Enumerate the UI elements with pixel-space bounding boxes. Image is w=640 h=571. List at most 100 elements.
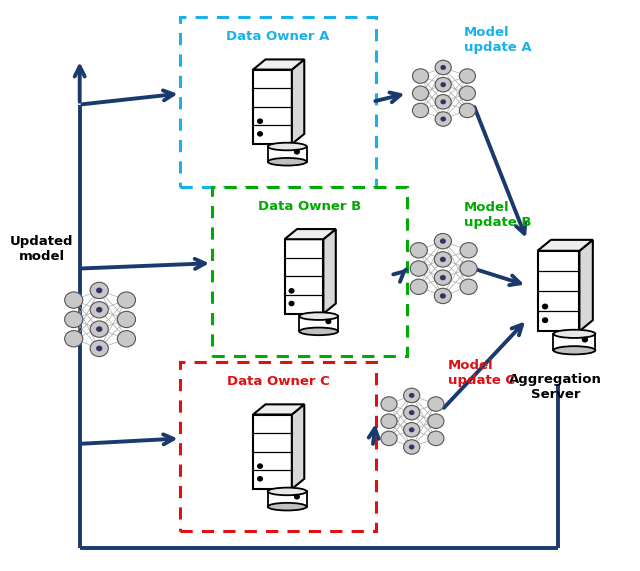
Circle shape xyxy=(117,331,136,347)
Polygon shape xyxy=(253,415,292,489)
Circle shape xyxy=(409,444,415,449)
Circle shape xyxy=(543,318,548,323)
Circle shape xyxy=(460,86,476,100)
Circle shape xyxy=(435,234,451,249)
Circle shape xyxy=(460,279,477,295)
Circle shape xyxy=(90,282,108,299)
Ellipse shape xyxy=(268,488,307,495)
Circle shape xyxy=(409,393,415,398)
FancyBboxPatch shape xyxy=(212,187,407,356)
Circle shape xyxy=(435,252,451,267)
Circle shape xyxy=(412,103,429,118)
Circle shape xyxy=(289,289,294,293)
FancyBboxPatch shape xyxy=(180,17,376,187)
Circle shape xyxy=(440,65,446,70)
Circle shape xyxy=(435,78,451,92)
Circle shape xyxy=(96,288,102,293)
Circle shape xyxy=(410,279,428,295)
Circle shape xyxy=(404,423,420,437)
Circle shape xyxy=(428,397,444,411)
Circle shape xyxy=(96,307,102,312)
Circle shape xyxy=(428,431,444,445)
Text: Data Owner A: Data Owner A xyxy=(227,30,330,43)
Text: Aggregation
Server: Aggregation Server xyxy=(509,373,602,401)
Circle shape xyxy=(258,477,262,481)
Circle shape xyxy=(440,116,446,122)
Polygon shape xyxy=(292,404,304,489)
Circle shape xyxy=(90,340,108,356)
Circle shape xyxy=(258,464,262,468)
Polygon shape xyxy=(292,59,304,144)
FancyBboxPatch shape xyxy=(180,362,376,532)
Polygon shape xyxy=(253,404,304,415)
Circle shape xyxy=(65,292,83,308)
Ellipse shape xyxy=(554,329,595,338)
Circle shape xyxy=(460,69,476,83)
Ellipse shape xyxy=(268,158,307,166)
Circle shape xyxy=(289,301,294,305)
Text: Model
update A: Model update A xyxy=(464,26,532,54)
Circle shape xyxy=(409,410,415,415)
Text: Model
update C: Model update C xyxy=(448,359,515,387)
Circle shape xyxy=(543,304,548,309)
Ellipse shape xyxy=(300,312,338,320)
Circle shape xyxy=(90,321,108,337)
Circle shape xyxy=(381,431,397,445)
Circle shape xyxy=(412,86,429,100)
Polygon shape xyxy=(579,240,593,331)
Circle shape xyxy=(96,326,102,332)
Circle shape xyxy=(582,337,588,342)
Circle shape xyxy=(294,494,300,499)
Circle shape xyxy=(381,397,397,411)
Circle shape xyxy=(440,293,446,299)
Text: Data Owner B: Data Owner B xyxy=(258,199,361,212)
Circle shape xyxy=(409,427,415,432)
Circle shape xyxy=(117,292,136,308)
Circle shape xyxy=(404,388,420,403)
Circle shape xyxy=(258,132,262,136)
Circle shape xyxy=(440,257,446,262)
Text: Data Owner C: Data Owner C xyxy=(227,375,330,388)
Polygon shape xyxy=(285,239,323,313)
Circle shape xyxy=(96,345,102,351)
Circle shape xyxy=(435,288,451,304)
Circle shape xyxy=(435,112,451,126)
Circle shape xyxy=(440,275,446,280)
Polygon shape xyxy=(554,334,595,350)
Polygon shape xyxy=(323,229,336,313)
Circle shape xyxy=(381,414,397,428)
Ellipse shape xyxy=(300,328,338,335)
Ellipse shape xyxy=(554,346,595,355)
Text: Model
update B: Model update B xyxy=(464,201,531,229)
Circle shape xyxy=(460,261,477,276)
Circle shape xyxy=(440,239,446,244)
Polygon shape xyxy=(285,229,336,239)
Circle shape xyxy=(460,103,476,118)
Polygon shape xyxy=(268,147,307,162)
Ellipse shape xyxy=(268,503,307,510)
Polygon shape xyxy=(253,70,292,144)
Polygon shape xyxy=(268,492,307,506)
Circle shape xyxy=(412,69,429,83)
Circle shape xyxy=(65,331,83,347)
Circle shape xyxy=(435,60,451,75)
Polygon shape xyxy=(538,240,593,251)
Polygon shape xyxy=(253,59,304,70)
Polygon shape xyxy=(538,251,579,331)
Circle shape xyxy=(65,311,83,328)
Circle shape xyxy=(294,150,300,154)
Circle shape xyxy=(440,82,446,87)
Text: Updated
model: Updated model xyxy=(10,235,74,263)
Circle shape xyxy=(404,440,420,454)
Circle shape xyxy=(404,405,420,420)
Circle shape xyxy=(117,311,136,328)
Circle shape xyxy=(435,95,451,109)
Circle shape xyxy=(326,319,331,324)
Ellipse shape xyxy=(268,143,307,150)
Circle shape xyxy=(258,119,262,123)
Polygon shape xyxy=(300,316,338,331)
Circle shape xyxy=(440,99,446,104)
Circle shape xyxy=(410,243,428,258)
Circle shape xyxy=(90,301,108,318)
Circle shape xyxy=(428,414,444,428)
